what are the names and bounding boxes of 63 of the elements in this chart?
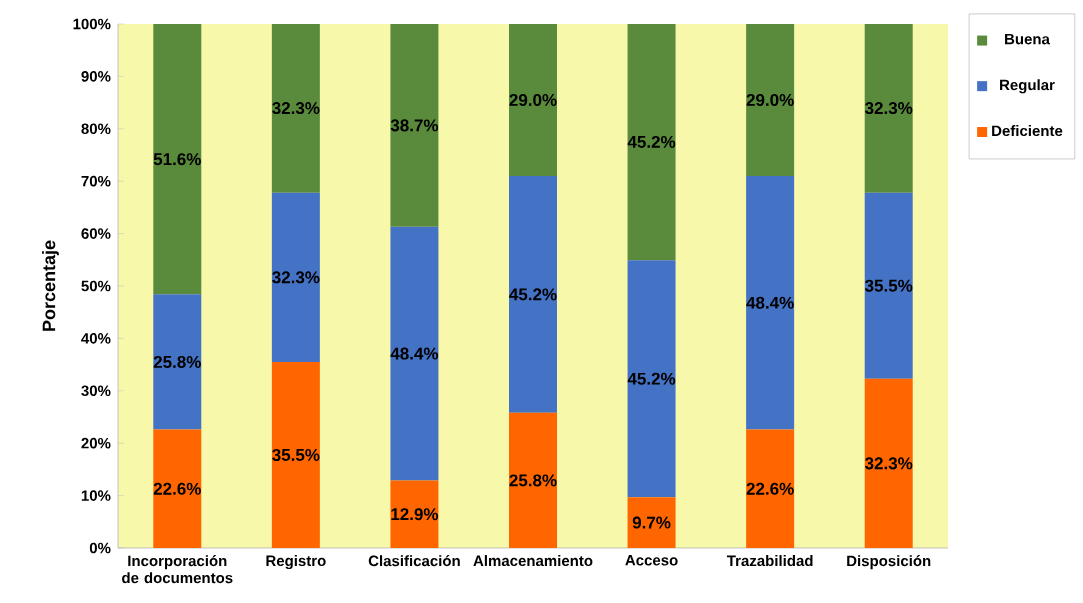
bar (509, 175, 557, 413)
bar (864, 192, 913, 379)
data-label: 9.7% (632, 516, 671, 529)
legend-label: Regular (1000, 79, 1055, 94)
y-tick-label: 50% (81, 280, 111, 292)
bar (509, 23, 557, 176)
y-tick-label: 40% (81, 333, 111, 344)
bar (627, 260, 676, 498)
bar (509, 412, 557, 548)
data-label: 29.0% (509, 93, 557, 106)
x-tick-label: Registro (266, 555, 326, 570)
data-label: 48.4% (390, 347, 439, 360)
y-tick-label: 10% (81, 490, 111, 501)
data-label: 45.2% (509, 288, 557, 301)
data-label: 32.3% (864, 102, 913, 115)
y-tick-label: 20% (81, 437, 111, 449)
bar (746, 23, 795, 176)
data-label: 29.0% (746, 93, 794, 106)
y-tick-label: 60% (81, 228, 111, 239)
x-tick-label: Trazabilidad (726, 555, 813, 567)
bar (627, 23, 676, 261)
y-tick-label: 70% (81, 175, 111, 187)
x-tick-label: Acceso (625, 555, 678, 566)
y-tick-label: 30% (81, 385, 111, 397)
x-tick-label: Incorporación de documentos (122, 555, 233, 584)
data-label: 35.5% (272, 448, 320, 461)
y-axis-title: Porcentaje (42, 240, 59, 331)
data-label: 35.5% (864, 279, 913, 292)
y-tick-label: 90% (81, 71, 111, 82)
bar (864, 378, 913, 548)
data-label: 45.2% (627, 372, 676, 385)
bar (390, 480, 439, 548)
bar (627, 497, 676, 548)
bar (271, 361, 320, 548)
data-label: 32.3% (272, 271, 320, 284)
bar (864, 23, 913, 193)
bar (390, 226, 439, 481)
x-tick-label: Almacenamiento (473, 555, 593, 567)
data-label: 32.3% (272, 102, 320, 115)
data-label: 38.7% (390, 119, 439, 132)
bar (271, 192, 320, 362)
bar (153, 294, 202, 430)
data-label: 48.4% (746, 296, 794, 309)
data-label: 25.8% (153, 355, 201, 368)
y-tick-label: 80% (81, 123, 111, 135)
data-label: 25.8% (509, 474, 557, 487)
data-label: 51.6% (153, 153, 201, 166)
bar (153, 429, 202, 548)
bar (153, 23, 202, 295)
x-tick-label: Disposición (847, 555, 931, 570)
data-label: 12.9% (391, 508, 439, 521)
x-tick-label: Clasificación (368, 555, 460, 567)
legend-label: Deficiente (992, 125, 1063, 137)
data-label: 22.6% (746, 482, 794, 495)
legend-label: Buena (1005, 33, 1050, 45)
bar (746, 429, 795, 548)
data-label: 22.6% (153, 482, 201, 495)
y-tick-label: 0% (89, 542, 111, 554)
data-label: 32.3% (864, 457, 913, 470)
bar (271, 23, 320, 193)
bar (390, 23, 439, 227)
bar (746, 175, 795, 430)
y-tick-label: 100% (73, 18, 111, 30)
